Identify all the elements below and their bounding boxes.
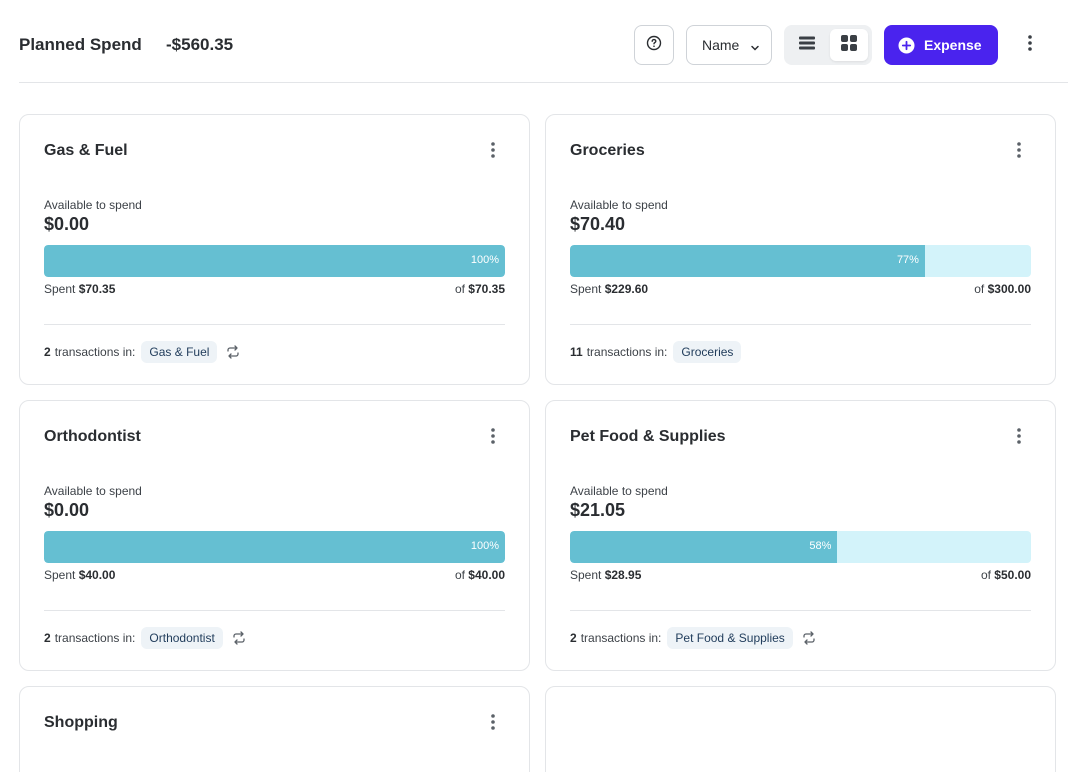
grid-view-button[interactable]: [830, 29, 868, 61]
list-view-button[interactable]: [788, 29, 826, 61]
view-toggle: [784, 25, 872, 65]
budget-card: Shopping: [19, 686, 530, 772]
spent-text: Spent $70.35: [44, 282, 116, 296]
card-title: Shopping: [44, 714, 118, 731]
page-header: Planned Spend -$560.35: [19, 0, 1068, 83]
budget-card: Orthodontist Available to spend $0.00 10…: [19, 400, 530, 671]
transactions-summary: 2 transactions in: Pet Food & Supplies: [570, 627, 817, 649]
category-chip[interactable]: Groceries: [673, 341, 742, 363]
budget-text: of $50.00: [980, 568, 1031, 582]
budget-card: Pet Food & Supplies Available to spend $…: [545, 400, 1056, 671]
transaction-count: 11: [570, 345, 583, 359]
transaction-count: 2: [44, 345, 51, 359]
budget-text: of $300.00: [974, 282, 1031, 296]
plus-circle-icon: [898, 37, 915, 54]
spent-amount: $229.60: [604, 282, 649, 296]
divider: [570, 610, 1031, 611]
budget-amount: $300.00: [987, 282, 1031, 296]
category-chip[interactable]: Pet Food & Supplies: [667, 627, 793, 649]
card-title: Gas & Fuel: [44, 142, 128, 159]
transactions-summary: 2 transactions in: Gas & Fuel: [44, 341, 241, 363]
progress-percent: 77%: [896, 254, 919, 266]
list-view-icon: [798, 35, 816, 56]
more-vertical-icon: [491, 141, 495, 163]
transactions-label: transactions in:: [586, 345, 668, 359]
available-amount: $0.00: [44, 500, 90, 520]
transactions-summary: 2 transactions in: Orthodontist: [44, 627, 247, 649]
transactions-label: transactions in:: [580, 631, 662, 645]
transactions-summary: 11 transactions in: Groceries: [570, 341, 742, 363]
card-more-button[interactable]: [1009, 427, 1029, 449]
transaction-count: 2: [570, 631, 577, 645]
budget-card: Gas & Fuel Available to spend $0.00 100%…: [19, 114, 530, 385]
available-label: Available to spend: [44, 198, 142, 212]
progress-bar: 100%: [44, 245, 505, 277]
progress-fill: [570, 245, 925, 277]
divider: [44, 324, 505, 325]
add-expense-button[interactable]: Expense: [884, 25, 998, 65]
card-more-button[interactable]: [1009, 141, 1029, 163]
transaction-count: 2: [44, 631, 51, 645]
expense-button-label: Expense: [924, 37, 982, 53]
spent-text: Spent $28.95: [570, 568, 642, 582]
progress-fill: [570, 531, 838, 563]
card-more-button[interactable]: [483, 713, 503, 735]
chevron-down-icon: [750, 40, 760, 56]
card-more-button[interactable]: [483, 141, 503, 163]
available-amount: $0.00: [44, 214, 90, 234]
progress-bar: 58%: [570, 531, 1031, 563]
available-amount: $21.05: [570, 500, 626, 520]
available-label: Available to spend: [570, 484, 668, 498]
progress-bar: 77%: [570, 245, 1031, 277]
card-more-button[interactable]: [483, 427, 503, 449]
progress-percent: 58%: [809, 540, 832, 552]
available-label: Available to spend: [44, 484, 142, 498]
budget-text: of $40.00: [454, 568, 505, 582]
more-vertical-icon: [1017, 427, 1021, 449]
spent-text: Spent $229.60: [570, 282, 649, 296]
repeat-icon: [801, 630, 817, 646]
spent-amount: $40.00: [78, 568, 116, 582]
budget-amount: $70.35: [468, 282, 505, 296]
empty-card: [545, 686, 1056, 772]
more-vertical-icon: [1017, 141, 1021, 163]
sort-label: Name: [702, 37, 740, 53]
more-vertical-icon: [491, 713, 495, 735]
card-title: Pet Food & Supplies: [570, 428, 726, 445]
spent-amount: $28.95: [604, 568, 642, 582]
budget-amount: $50.00: [994, 568, 1031, 582]
planned-spend-total: -$560.35: [166, 35, 234, 54]
category-chip[interactable]: Orthodontist: [141, 627, 223, 649]
help-button[interactable]: [634, 25, 674, 65]
page-title: Planned Spend: [19, 35, 142, 54]
category-chip[interactable]: Gas & Fuel: [141, 341, 218, 363]
more-vertical-icon: [1028, 34, 1032, 56]
divider: [44, 610, 505, 611]
budget-card: Groceries Available to spend $70.40 77% …: [545, 114, 1056, 385]
transactions-label: transactions in:: [54, 345, 136, 359]
available-amount: $70.40: [570, 214, 626, 234]
progress-percent: 100%: [470, 540, 499, 552]
spent-amount: $70.35: [78, 282, 116, 296]
budget-text: of $70.35: [454, 282, 505, 296]
grid-view-icon: [840, 34, 858, 57]
progress-fill: [44, 531, 505, 563]
card-title: Orthodontist: [44, 428, 141, 445]
progress-bar: 100%: [44, 531, 505, 563]
repeat-icon: [231, 630, 247, 646]
spent-text: Spent $40.00: [44, 568, 116, 582]
more-vertical-icon: [491, 427, 495, 449]
budget-amount: $40.00: [468, 568, 505, 582]
card-title: Groceries: [570, 142, 645, 159]
progress-percent: 100%: [470, 254, 499, 266]
divider: [570, 324, 1031, 325]
page-more-button[interactable]: [1020, 33, 1040, 57]
transactions-label: transactions in:: [54, 631, 136, 645]
progress-fill: [44, 245, 505, 277]
repeat-icon: [225, 344, 241, 360]
sort-dropdown[interactable]: Name: [686, 25, 772, 65]
help-circle-icon: [646, 35, 662, 56]
available-label: Available to spend: [570, 198, 668, 212]
